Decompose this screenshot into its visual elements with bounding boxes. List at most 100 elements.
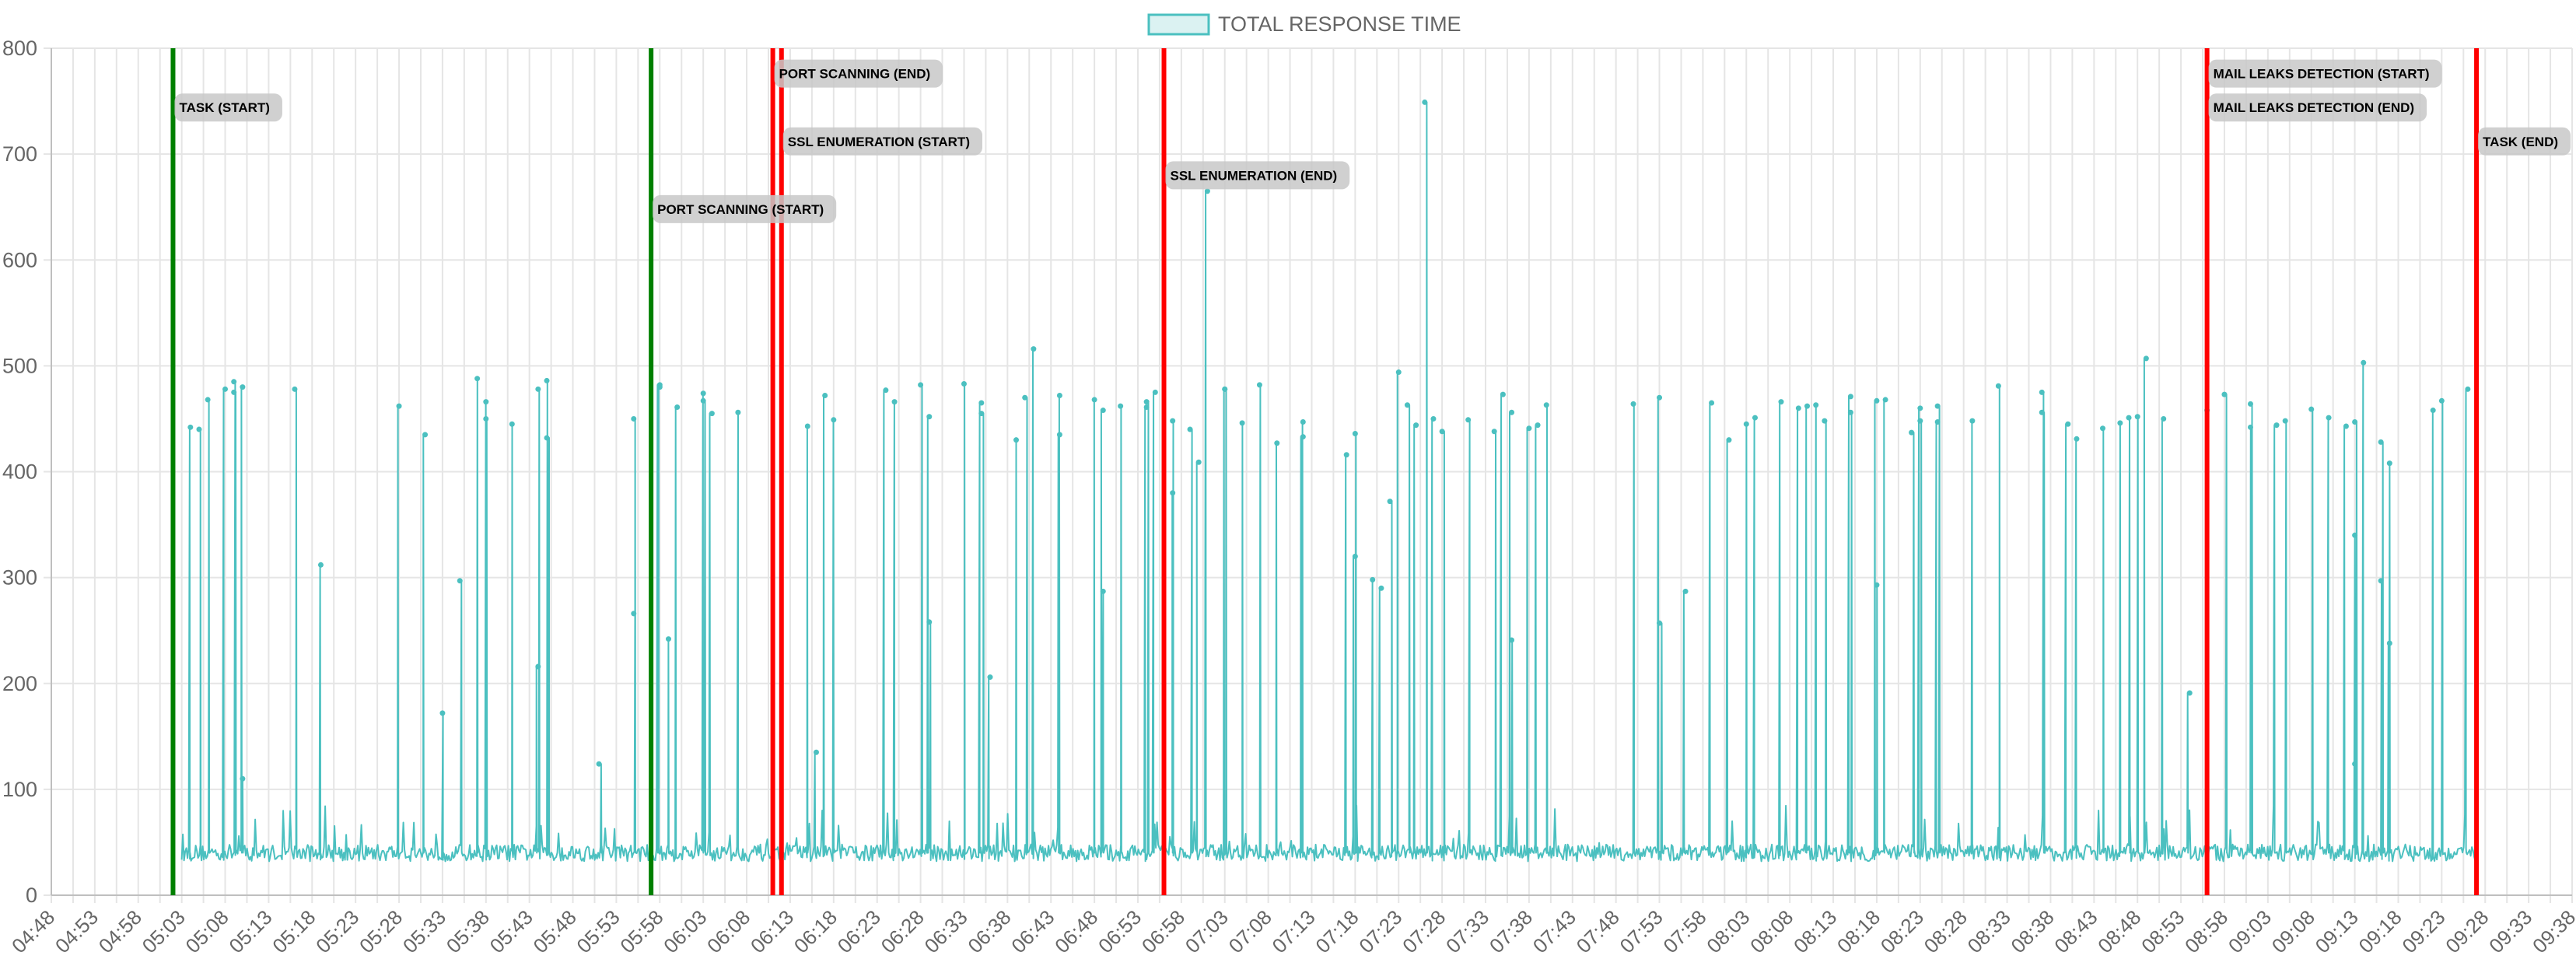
data-point-peak-60 bbox=[1187, 426, 1193, 432]
data-point-peak-118 bbox=[2074, 436, 2080, 442]
data-point-peak-65 bbox=[1239, 420, 1245, 426]
annotation-text-0: TASK (START) bbox=[179, 100, 269, 115]
x-tick-label-43: 08:23 bbox=[1876, 905, 1928, 957]
y-tick-label-0: 0 bbox=[26, 884, 37, 907]
data-point-peak-89 bbox=[1543, 402, 1549, 408]
data-point-peak-90 bbox=[1630, 401, 1636, 407]
data-point-peak-102 bbox=[1822, 418, 1828, 424]
data-point-peak-18 bbox=[535, 386, 541, 392]
annotation-badge-0 bbox=[174, 93, 282, 122]
data-point-peak-7 bbox=[240, 384, 246, 390]
data-point-peak-137 bbox=[2352, 761, 2358, 767]
data-point-peak-35 bbox=[822, 392, 828, 398]
data-point-peak-69 bbox=[1300, 419, 1306, 425]
data-point-peak-49 bbox=[1056, 432, 1062, 438]
data-point-peak-44 bbox=[978, 411, 985, 417]
data-point-peak-86 bbox=[1509, 637, 1515, 643]
annotation-badge-3 bbox=[782, 127, 982, 156]
data-point-peak-92 bbox=[1657, 394, 1663, 401]
data-point-peak-130 bbox=[2273, 422, 2280, 429]
data-point-peak-3 bbox=[222, 386, 229, 392]
x-tick-label-20: 06:28 bbox=[877, 905, 929, 957]
x-tick-label-58: 09:38 bbox=[2528, 905, 2576, 957]
x-tick-label-49: 08:53 bbox=[2137, 905, 2189, 957]
x-tick-label-47: 08:43 bbox=[2049, 905, 2102, 957]
x-tick-label-21: 06:33 bbox=[919, 905, 971, 957]
data-point-peak-121 bbox=[2126, 415, 2132, 421]
x-tick-label-10: 05:38 bbox=[442, 905, 494, 957]
annotation-badge-5 bbox=[2208, 59, 2442, 88]
annotation-badge-6 bbox=[2208, 93, 2427, 122]
data-point-peak-67 bbox=[1274, 440, 1280, 446]
x-tick-label-29: 07:13 bbox=[1268, 905, 1320, 957]
data-point-peak-40 bbox=[926, 414, 933, 420]
data-point-peak-129 bbox=[2247, 401, 2253, 407]
x-tick-label-56: 09:28 bbox=[2441, 905, 2493, 957]
data-point-peak-45 bbox=[987, 674, 993, 681]
data-point-peak-31 bbox=[709, 411, 715, 417]
chart-legend[interactable]: TOTAL RESPONSE TIME bbox=[1147, 12, 1461, 36]
x-tick-label-40: 08:08 bbox=[1745, 905, 1797, 957]
data-point-peak-88 bbox=[1535, 422, 1541, 429]
data-point-peak-104 bbox=[1847, 409, 1853, 415]
annotation-text-7: TASK (END) bbox=[2483, 135, 2558, 149]
data-point-peak-139 bbox=[2378, 439, 2384, 445]
data-point-peak-135 bbox=[2352, 532, 2358, 538]
data-point-peak-87 bbox=[1526, 425, 1532, 432]
series-total-response-time bbox=[180, 99, 2476, 863]
data-point-peak-82 bbox=[1465, 417, 1472, 423]
data-point-peak-47 bbox=[1022, 394, 1028, 401]
data-point-peak-59 bbox=[1170, 490, 1176, 496]
x-tick-label-37: 07:53 bbox=[1615, 905, 1668, 957]
x-tick-label-44: 08:28 bbox=[1920, 905, 1972, 957]
data-point-peak-62 bbox=[1204, 188, 1210, 194]
data-point-peak-112 bbox=[1934, 419, 1941, 425]
data-point-peak-2 bbox=[205, 397, 211, 403]
data-point-peak-99 bbox=[1795, 405, 1801, 411]
data-point-peak-116 bbox=[2039, 409, 2045, 415]
data-point-peak-50 bbox=[1056, 392, 1062, 398]
data-point-peak-84 bbox=[1500, 391, 1506, 397]
data-point-peak-140 bbox=[2378, 578, 2384, 584]
data-point-peak-17 bbox=[509, 421, 515, 427]
data-point-peak-22 bbox=[596, 761, 602, 767]
x-tick-label-33: 07:33 bbox=[1441, 905, 1493, 957]
data-point-peak-58 bbox=[1170, 418, 1176, 424]
data-point-peak-21 bbox=[544, 377, 550, 383]
annotation-label-7: TASK (END) bbox=[2478, 127, 2571, 156]
data-point-peak-95 bbox=[1726, 437, 1732, 443]
legend-swatch[interactable] bbox=[1147, 13, 1210, 36]
x-tick-label-15: 06:03 bbox=[659, 905, 711, 957]
x-tick-label-16: 06:08 bbox=[702, 905, 754, 957]
data-point-peak-64 bbox=[1222, 386, 1228, 392]
y-axis-ticks: 0 100 200 300 400 500 600 700 800 bbox=[2, 37, 37, 907]
annotation-badge-1 bbox=[653, 194, 837, 223]
x-tick-label-34: 07:38 bbox=[1485, 905, 1537, 957]
data-point-peak-113 bbox=[1969, 418, 1976, 424]
annotation-label-5: MAIL LEAKS DETECTION (START) bbox=[2208, 59, 2442, 88]
data-point-peak-51 bbox=[1091, 397, 1097, 403]
data-point-peak-78 bbox=[1413, 422, 1419, 429]
data-point-peak-97 bbox=[1752, 415, 1758, 421]
data-point-peak-144 bbox=[2438, 397, 2445, 404]
annotation-text-6: MAIL LEAKS DETECTION (END) bbox=[2214, 100, 2414, 115]
x-axis-ticks: 04:4804:5304:5805:0305:0805:1305:1805:23… bbox=[7, 905, 2576, 957]
x-tick-label-32: 07:28 bbox=[1398, 905, 1450, 957]
data-point-peak-117 bbox=[2065, 421, 2071, 427]
y-tick-label-300: 300 bbox=[2, 566, 37, 590]
data-point-peak-127 bbox=[2221, 391, 2228, 397]
annotation-label-6: MAIL LEAKS DETECTION (END) bbox=[2208, 93, 2427, 122]
data-point-peak-109 bbox=[1917, 405, 1923, 411]
data-point-peak-8 bbox=[292, 386, 298, 392]
series-line bbox=[180, 101, 2476, 863]
data-point-peak-54 bbox=[1118, 403, 1124, 409]
data-point-peak-10 bbox=[396, 403, 402, 409]
data-point-peak-37 bbox=[883, 387, 889, 394]
data-point-peak-101 bbox=[1813, 402, 1819, 408]
data-point-peak-19 bbox=[535, 663, 541, 670]
data-point-peak-134 bbox=[2343, 423, 2349, 429]
x-tick-label-46: 08:38 bbox=[2006, 905, 2058, 957]
data-point-peak-61 bbox=[1195, 459, 1202, 465]
y-tick-label-100: 100 bbox=[2, 778, 37, 801]
data-point-peak-136 bbox=[2352, 419, 2358, 425]
